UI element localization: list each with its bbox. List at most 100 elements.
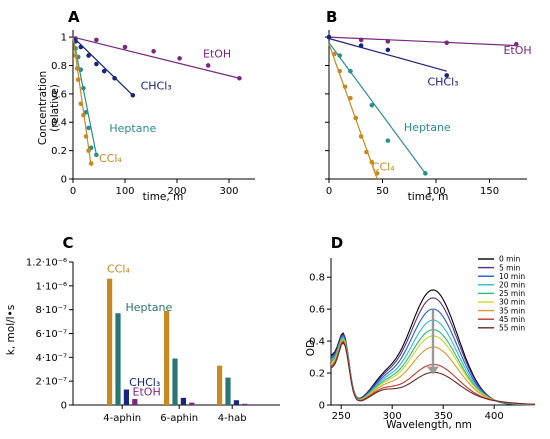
panel-a-ylabel-line2: (relative) [49,84,61,132]
y-tick-label: 0 [319,401,325,412]
data-point [513,41,519,47]
data-point [358,134,364,139]
data-point [237,75,242,81]
y-tick-label: 1 [61,33,67,44]
data-point [348,68,353,74]
bar [115,313,121,405]
panel-d-xlabel: Wavelength, nm [386,419,472,431]
y-tick-label: 8·10⁻⁷ [35,305,67,316]
legend-label: 35 min [499,306,525,315]
series-label: CCl₄ [372,160,395,173]
x-tick-label: 0 [326,186,332,197]
bar [189,402,195,405]
bar [180,397,186,405]
x-tick-label: 0 [70,186,76,197]
data-point [74,66,80,71]
y-tick-label: 1.2·10⁻⁶ [26,258,67,269]
bar [217,365,223,405]
data-point [353,115,359,121]
series-label: EtOH [503,44,531,57]
series-label: CHCl₃ [141,80,172,93]
bar [123,389,129,405]
bar [172,358,178,405]
data-point [348,95,353,101]
bar [233,400,239,405]
panel-d-ylabel: OD [305,340,317,356]
fit-line [72,37,92,167]
legend-label: 20 min [499,281,525,290]
panel-d: D OD Wavelength, nm 250 300 350 400 0 0.2 0.4 0… [305,234,536,431]
data-point [385,47,391,53]
fit-line [328,36,517,47]
data-point [112,75,117,81]
data-point [83,134,89,139]
data-point [369,102,375,108]
series-label: CCl₄ [99,152,122,165]
data-point [369,159,375,165]
data-point [86,148,91,153]
bar-series-label: CHCl₃ [129,376,160,389]
data-point [78,101,84,107]
y-tick-label: 0.4 [51,118,67,129]
data-point [94,37,99,43]
data-point [337,68,343,74]
series-label: Heptane [109,122,156,135]
data-point [101,68,107,74]
fit-line [328,43,378,180]
data-point [151,48,156,54]
legend-label: 55 min [499,324,525,333]
x-tick-label: 150 [480,186,499,197]
data-point [78,67,84,73]
x-tick-label: 350 [434,411,453,422]
bar-series-label: CCl₄ [107,263,130,276]
panel-b-xlabel: time, m [408,191,449,203]
panel-a-ylabel-line1: Concentration [37,71,49,145]
y-tick-label: 0.6 [309,305,325,316]
series-label: CHCl₃ [427,75,458,88]
panel-b-plot: 0 50 100 150 EtOH CHCl₃ Heptane CCl₄ [325,30,532,197]
x-tick-label: 300 [383,411,402,422]
data-point [423,171,428,176]
data-point [444,40,450,46]
data-point [337,53,343,58]
y-tick-label: 0.8 [309,273,325,284]
data-point [81,85,86,91]
bar [225,377,231,405]
y-tick-label: 1·10⁻⁶ [35,281,67,292]
x-tick-label: 50 [376,186,389,197]
data-point [86,125,91,131]
y-tick-label: 0 [61,401,67,412]
y-tick-label: 2·10⁻⁷ [35,377,67,388]
data-point [81,112,86,118]
bar [132,399,138,405]
panel-letter-c: C [62,234,73,252]
data-point [94,61,99,67]
panel-b: B time, m 0 50 100 150 EtOH CHCl₃ Heptane CCl₄ [325,8,532,203]
x-tick-label: 6-aphin [160,413,198,424]
data-point [332,51,337,57]
x-tick-label: 300 [219,186,238,197]
fit-line [328,42,426,174]
data-point [88,161,94,166]
panel-letter-a: A [68,8,80,26]
x-tick-label: 100 [426,186,445,197]
data-point [122,44,128,50]
bar [242,403,248,405]
legend-label: 5 min [499,263,521,272]
panel-c-plot: 0 2·10⁻⁷ 4·10⁻⁷ 6·10⁻⁷ 8·10⁻⁷ 1·10⁻⁶ 1.2·10⁻⁶ 4… [26,258,280,424]
x-tick-label: 200 [167,186,186,197]
legend-label: 45 min [499,315,525,324]
panel-c-ylabel: k, mol/l•s [5,305,17,355]
data-point [358,37,364,43]
data-point [342,84,348,90]
y-tick-label: 0.8 [51,61,67,72]
bar [164,310,170,405]
legend-label: 10 min [499,272,525,281]
panel-letter-d: D [331,234,343,252]
data-point [86,53,91,58]
data-point [364,149,369,155]
bar-series-label: EtOH [133,385,161,398]
y-tick-label: 0.2 [51,146,67,157]
panel-a-xlabel: time, m [143,191,184,203]
